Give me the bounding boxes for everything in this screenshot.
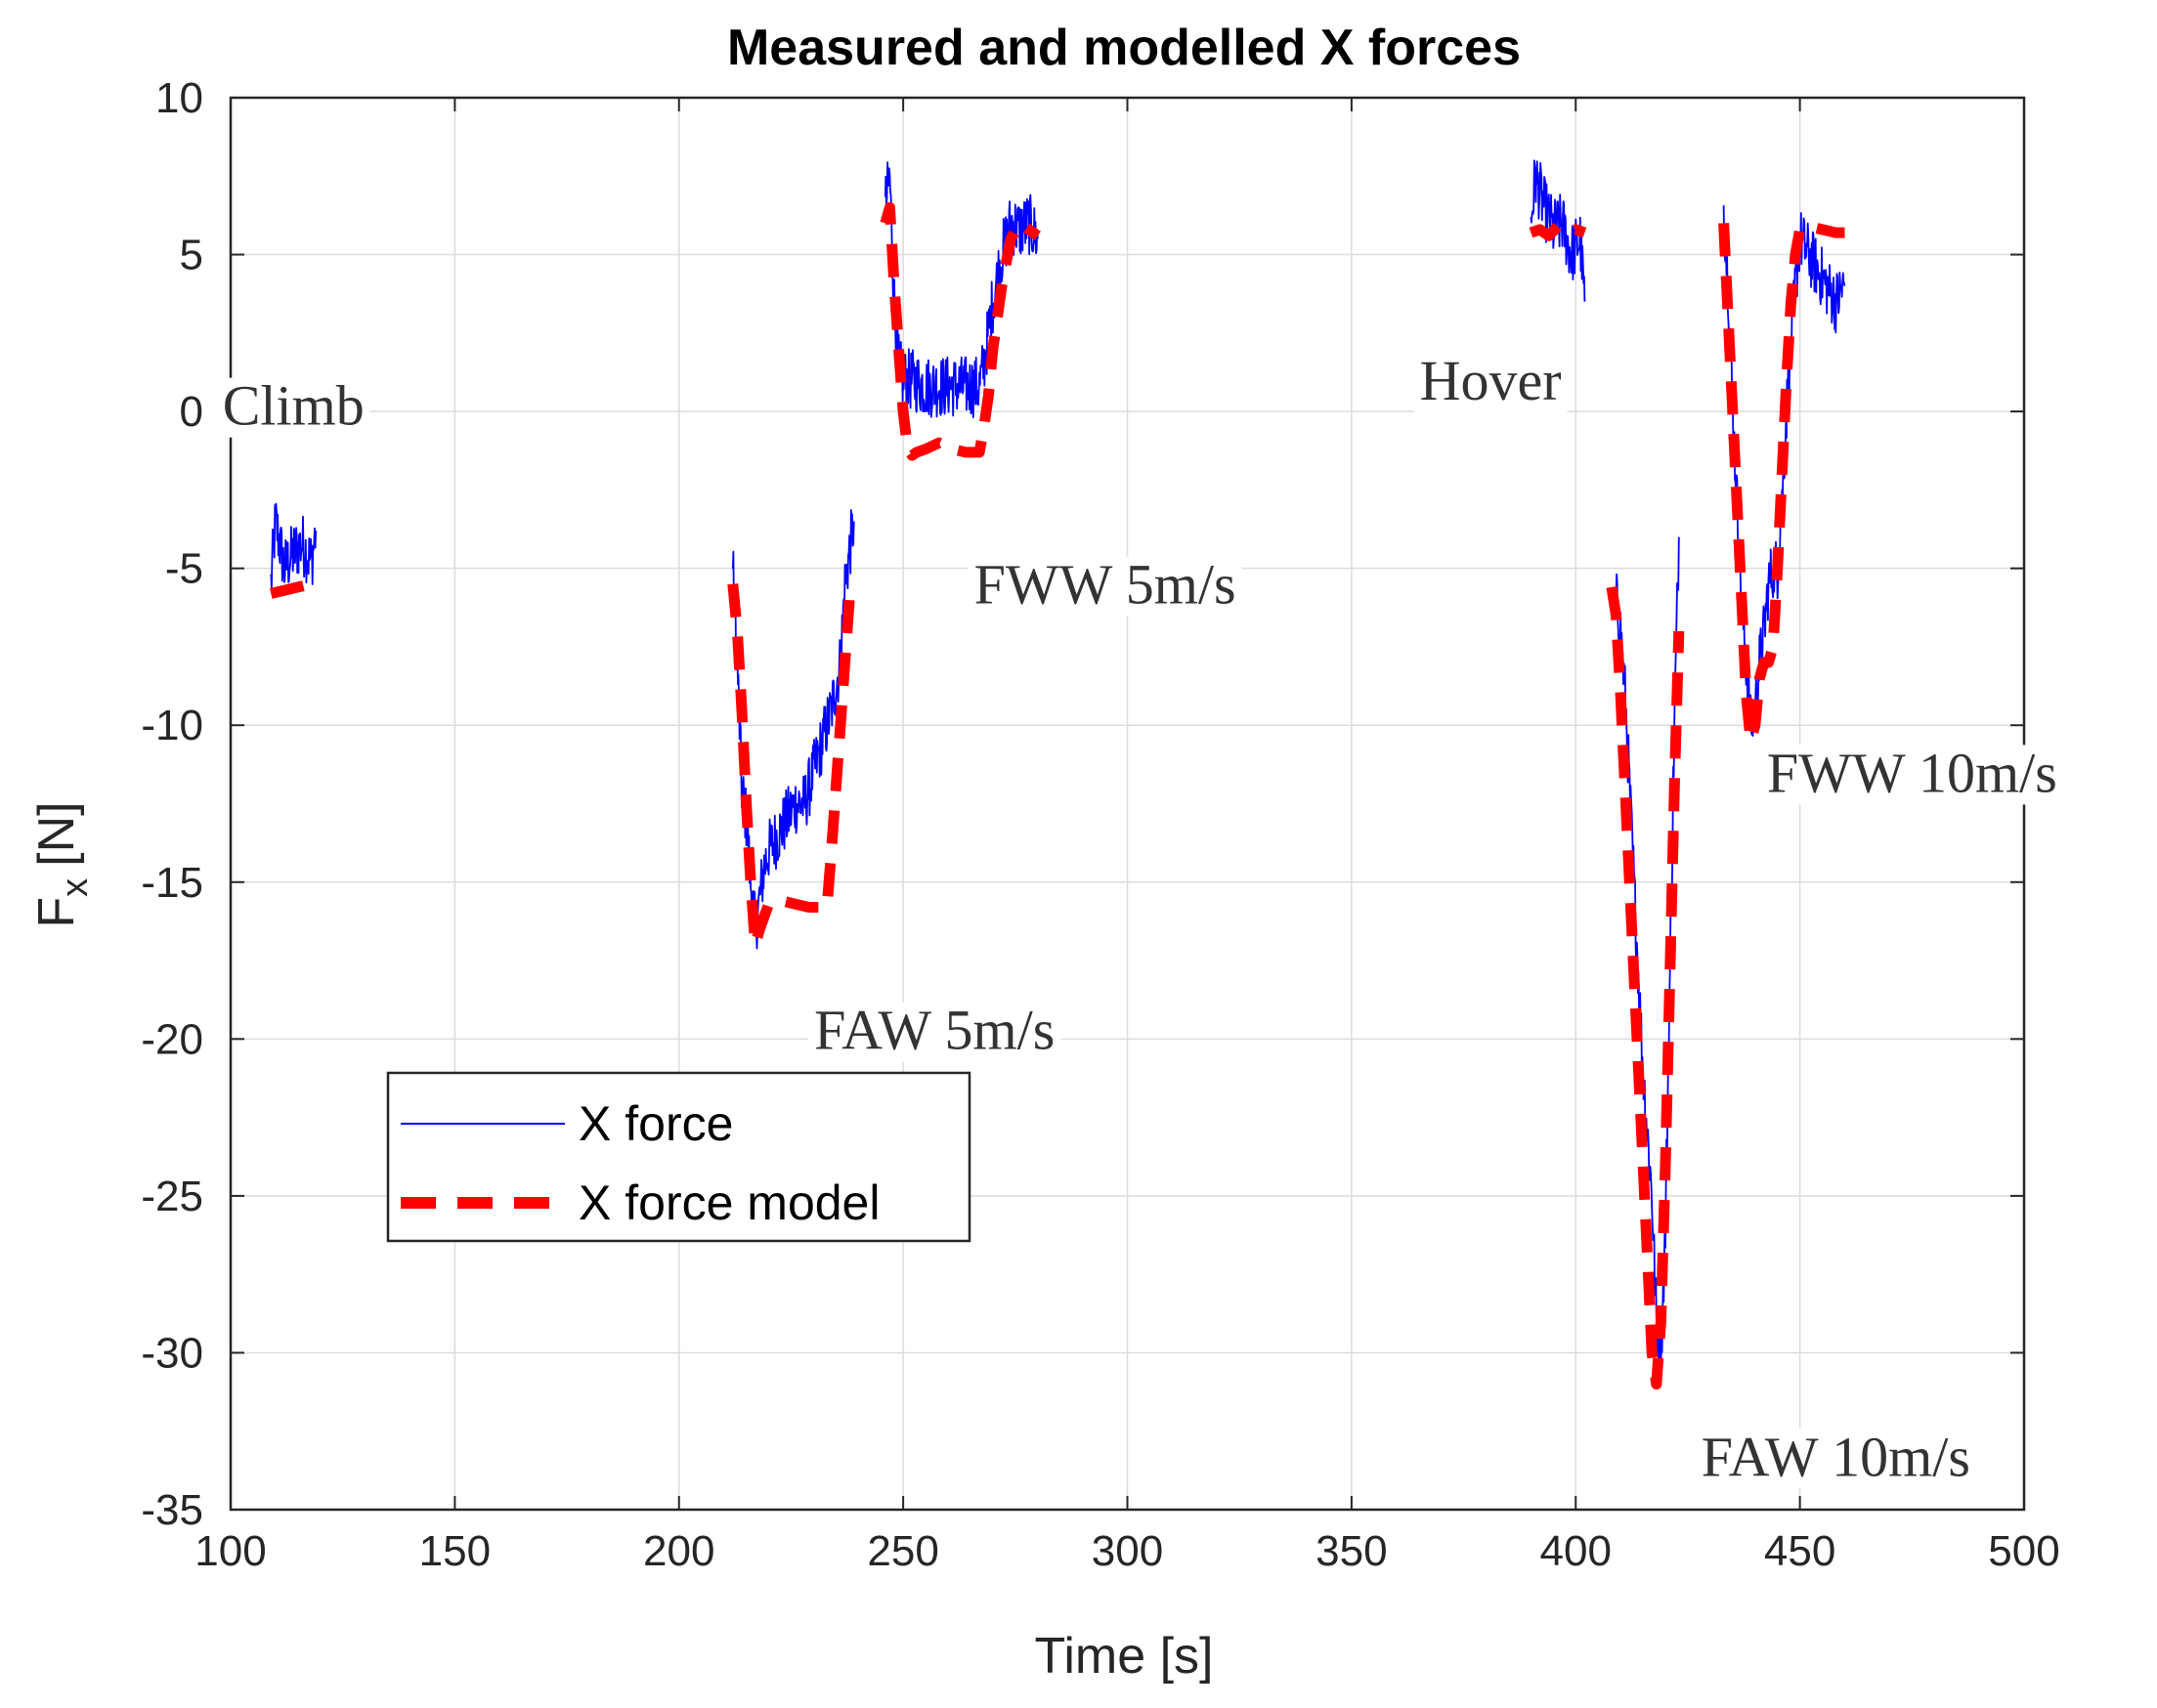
x-tick-label: 150: [419, 1527, 491, 1575]
annotation: Hover: [1413, 349, 1568, 412]
annotation: FAW 5m/s: [808, 999, 1061, 1062]
annotation-label: FAW 5m/s: [814, 999, 1055, 1062]
annotation-label: FWW 10m/s: [1767, 741, 2057, 804]
x-axis-label: Time [s]: [1035, 1628, 1214, 1685]
x-force-model-series: [270, 201, 1845, 1390]
annotation-background: [1413, 353, 1568, 412]
x-tick-label: 350: [1316, 1527, 1387, 1575]
x-force-line: [731, 509, 855, 950]
y-axis-label-unit: [N]: [28, 801, 85, 866]
annotation-background: [808, 1002, 1061, 1062]
legend-label-x-force-model: X force model: [579, 1175, 880, 1230]
x-force-model-line: [880, 201, 1041, 461]
y-tick-label: 0: [180, 388, 203, 436]
y-axis-label-main: F: [28, 897, 85, 928]
x-tick-label: 200: [643, 1527, 714, 1575]
x-force-model-line: [1529, 221, 1587, 241]
annotation: FWW 5m/s: [968, 553, 1242, 617]
y-tick-label: -35: [141, 1486, 203, 1534]
x-tick-label: 100: [194, 1527, 266, 1575]
x-tick-label: 450: [1764, 1527, 1835, 1575]
legend-label-x-force: X force: [579, 1096, 733, 1151]
y-axis-label: Fx [N]: [28, 801, 96, 927]
annotation-background: [968, 556, 1242, 617]
annotations: Climb FWW 5m/s FAW 5m/s Hover FWW 10m/s FAW 1…: [216, 349, 2063, 1489]
x-tick-label: 250: [867, 1527, 938, 1575]
chart-title: Measured and modelled X forces: [727, 20, 1521, 76]
x-force-line: [884, 161, 1039, 419]
annotation-label: FAW 10m/s: [1702, 1425, 1970, 1488]
annotation-label: FWW 5m/s: [974, 553, 1236, 617]
annotation-background: [1760, 745, 2063, 805]
y-tick-label: 5: [180, 232, 203, 279]
x-tick-label: 500: [1988, 1527, 2059, 1575]
x-force-line: [270, 502, 318, 590]
y-tick-label: -20: [141, 1015, 203, 1063]
y-tick-label: -5: [165, 545, 203, 593]
x-tick-label: 400: [1540, 1527, 1612, 1575]
y-tick-label: 10: [155, 74, 203, 122]
y-tick-label: -10: [141, 702, 203, 749]
x-force-model-line: [1606, 586, 1685, 1390]
y-tick-label: -30: [141, 1329, 203, 1377]
x-force-model-line: [727, 583, 855, 951]
tick-labels: 100 150 200 250 300 350 400 450 500 10 5 0 -5 -10 -15 -…: [141, 74, 2059, 1575]
y-axis-label-sub: x: [55, 878, 96, 897]
annotation-background: [216, 377, 370, 438]
x-force-model-line: [1718, 221, 1845, 747]
annotation: FAW 10m/s: [1695, 1425, 1976, 1489]
annotation: Climb: [216, 374, 370, 438]
y-tick-label: -15: [141, 859, 203, 907]
x-force-model-line: [270, 578, 318, 599]
annotation-label: Climb: [223, 374, 365, 438]
legend-box: [386, 1071, 971, 1243]
x-tick-label: 300: [1092, 1527, 1163, 1575]
svg-text:Fx[N]: Fx [N]: [28, 801, 96, 927]
x-force-line: [1530, 159, 1586, 302]
annotation: FWW 10m/s: [1760, 741, 2063, 805]
legend: X force X force model: [386, 1071, 971, 1243]
y-tick-label: -25: [141, 1173, 203, 1220]
annotation-background: [1695, 1429, 1976, 1489]
annotation-label: Hover: [1420, 349, 1562, 412]
